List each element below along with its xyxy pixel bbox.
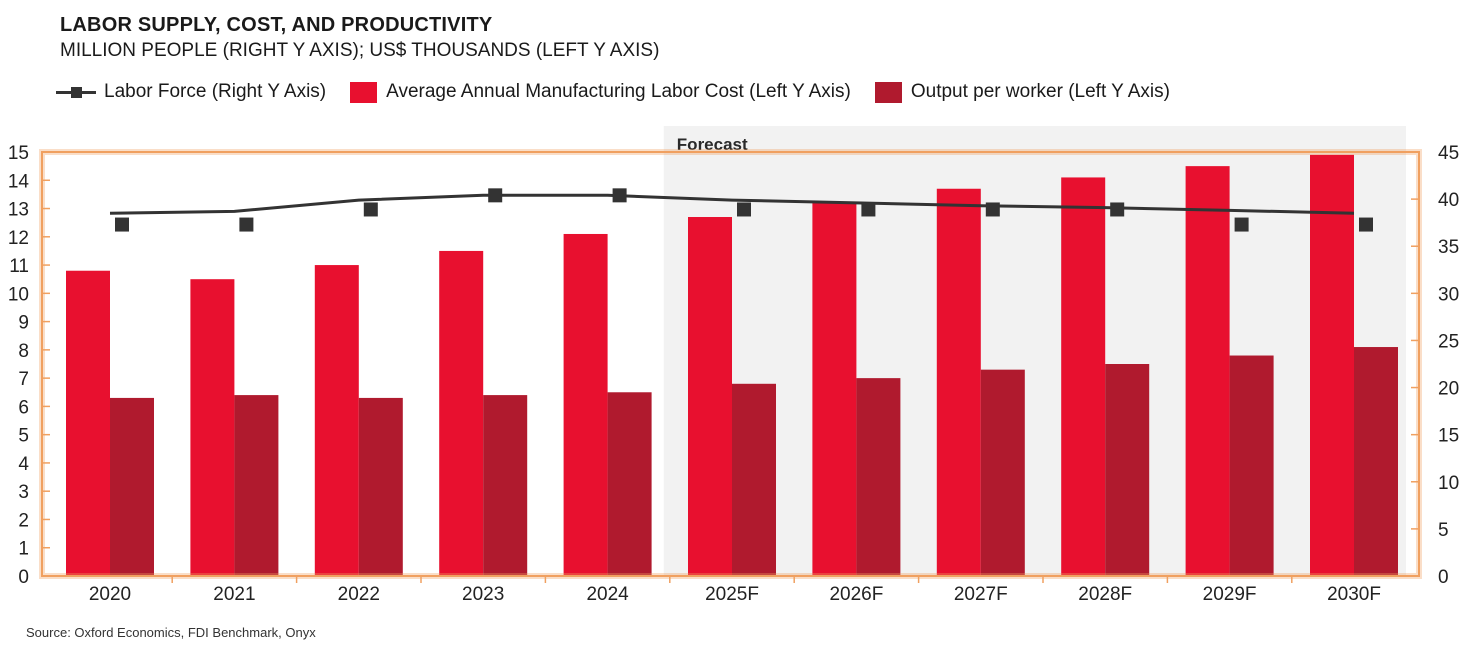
left-axis-tick-label: 6 — [18, 397, 29, 418]
bar-output-per-worker-2024 — [607, 392, 652, 576]
legend-line-marker-icon — [56, 82, 96, 102]
left-axis-tick-label: 10 — [8, 284, 29, 305]
legend-item-labor-cost: Average Annual Manufacturing Labor Cost … — [350, 81, 851, 103]
bar-output-per-worker-2030F — [1354, 347, 1398, 576]
x-axis-tick-label: 2020 — [89, 584, 131, 605]
bar-output-per-worker-2025F — [732, 383, 776, 576]
x-axis-tick-label: 2025F — [705, 584, 759, 605]
left-axis-tick-label: 5 — [18, 426, 29, 447]
right-axis-tick-label: 5 — [1438, 520, 1449, 541]
left-axis-tick-label: 2 — [18, 510, 29, 531]
x-axis-tick-label: 2027F — [954, 584, 1008, 605]
x-axis-tick-label: 2024 — [586, 584, 629, 605]
line-labor-force — [109, 193, 1355, 215]
bar-labor-cost-2022 — [314, 265, 359, 576]
chart-subtitle: MILLION PEOPLE (RIGHT Y AXIS); US$ THOUS… — [60, 40, 660, 61]
source-note: Source: Oxford Economics, FDI Benchmark,… — [26, 625, 316, 640]
bar-labor-cost-2021 — [190, 279, 235, 576]
right-axis-tick-label: 25 — [1438, 331, 1459, 352]
right-axis-tick-label: 20 — [1438, 379, 1459, 400]
bar-labor-cost-2027F — [936, 188, 981, 576]
marker-labor-force-2028F — [1110, 202, 1125, 217]
chart-title: LABOR SUPPLY, COST, AND PRODUCTIVITY — [60, 14, 493, 36]
bar-output-per-worker-2026F — [856, 378, 901, 576]
right-axis-tick-label: 35 — [1438, 237, 1459, 258]
right-axis-tick-label: 0 — [1438, 567, 1449, 588]
legend-item-labor-force: Labor Force (Right Y Axis) — [56, 81, 326, 103]
bar-output-per-worker-2023 — [483, 395, 528, 576]
marker-labor-force-2023 — [488, 188, 503, 203]
left-axis-tick-label: 15 — [8, 143, 29, 164]
x-axis-tick-label: 2028F — [1078, 584, 1132, 605]
marker-labor-force-2027F — [985, 202, 1000, 217]
left-axis-tick-label: 3 — [18, 482, 29, 503]
bar-labor-cost-2023 — [439, 250, 484, 576]
chart-legend: Labor Force (Right Y Axis) Average Annua… — [56, 79, 1194, 105]
bar-output-per-worker-2028F — [1105, 364, 1150, 576]
left-axis-tick-label: 8 — [18, 341, 29, 362]
bar-output-per-worker-2027F — [980, 369, 1025, 576]
left-axis-tick-label: 7 — [18, 369, 29, 390]
marker-labor-force-2022 — [363, 202, 378, 217]
x-axis-tick-label: 2030F — [1327, 584, 1381, 605]
right-axis-tick-label: 15 — [1438, 426, 1459, 447]
x-axis-tick-label: 2022 — [338, 584, 380, 605]
right-axis-tick-label: 45 — [1438, 143, 1459, 164]
bar-labor-cost-2025F — [688, 217, 732, 576]
legend-item-output-per-worker: Output per worker (Left Y Axis) — [874, 81, 1170, 103]
x-axis-tick-label: 2021 — [213, 584, 255, 605]
left-axis-tick-label: 4 — [18, 454, 29, 475]
bar-labor-cost-2030F — [1310, 154, 1354, 576]
left-axis-tick-label: 9 — [18, 313, 29, 334]
legend-swatch-labor-cost — [350, 81, 378, 103]
left-axis-tick-label: 1 — [18, 539, 29, 560]
bar-output-per-worker-2020 — [110, 397, 154, 576]
bar-output-per-worker-2029F — [1229, 355, 1274, 576]
marker-labor-force-2025F — [737, 202, 751, 217]
left-axis-tick-label: 11 — [9, 256, 29, 277]
marker-labor-force-2024 — [612, 188, 627, 203]
marker-labor-force-2020 — [115, 217, 129, 232]
bar-labor-cost-2028F — [1061, 177, 1106, 576]
legend-label-output-per-worker: Output per worker (Left Y Axis) — [910, 81, 1170, 102]
bar-labor-cost-2020 — [66, 270, 110, 576]
bar-output-per-worker-2021 — [234, 395, 279, 576]
legend-label-labor-force: Labor Force (Right Y Axis) — [104, 81, 327, 102]
right-axis-tick-label: 40 — [1438, 190, 1459, 211]
legend-label-labor-cost: Average Annual Manufacturing Labor Cost … — [386, 81, 851, 102]
marker-labor-force-2029F — [1234, 217, 1249, 232]
marker-labor-force-2026F — [861, 202, 876, 217]
plot-frame — [41, 151, 1420, 577]
right-axis-tick-label: 10 — [1438, 473, 1459, 494]
marker-labor-force-2030F — [1359, 217, 1373, 232]
left-axis-tick-label: 12 — [8, 228, 29, 249]
left-axis-tick-label: 14 — [8, 171, 30, 192]
bar-labor-cost-2024 — [563, 233, 608, 576]
left-axis-tick-label: 0 — [18, 567, 29, 588]
right-axis-tick-label: 30 — [1438, 284, 1459, 305]
marker-labor-force-2021 — [239, 217, 254, 232]
bar-labor-cost-2026F — [812, 202, 857, 576]
bar-output-per-worker-2022 — [358, 397, 403, 576]
forecast-label: Forecast — [677, 135, 748, 154]
legend-swatch-output-per-worker — [874, 81, 902, 103]
x-axis-tick-label: 2029F — [1203, 584, 1257, 605]
bar-labor-cost-2029F — [1185, 166, 1230, 576]
x-axis-tick-label: 2026F — [829, 584, 883, 605]
x-axis-tick-label: 2023 — [462, 584, 504, 605]
left-axis-tick-label: 13 — [8, 200, 29, 221]
